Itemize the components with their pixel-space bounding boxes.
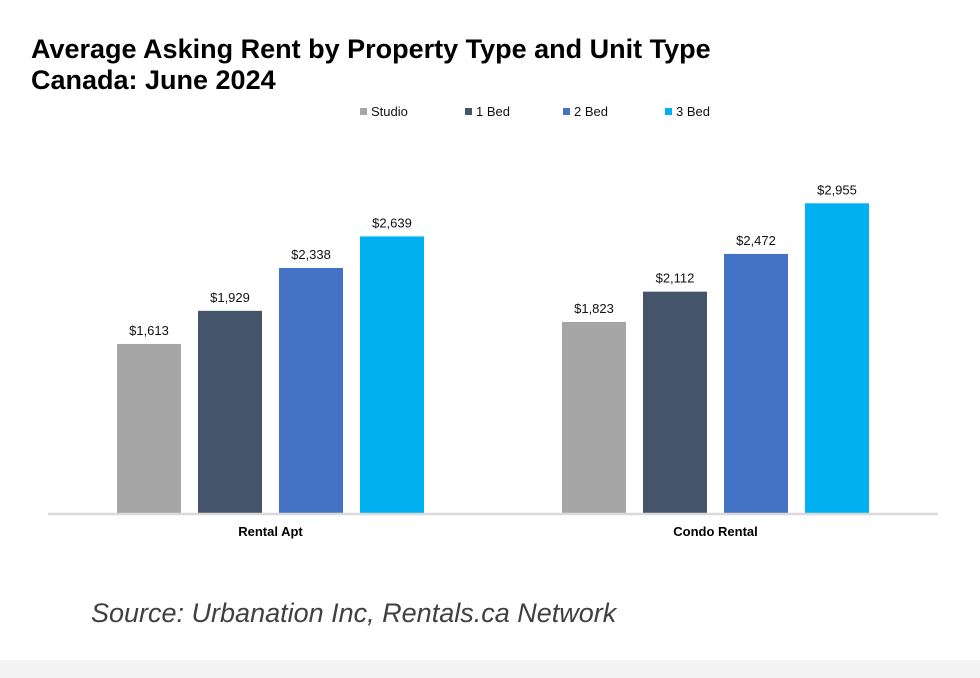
source-note: Source: Urbanation Inc, Rentals.ca Netwo…: [91, 598, 617, 628]
data-label-condo-rental-1-bed: $2,112: [656, 271, 695, 286]
chart-subtitle: Canada: June 2024: [31, 65, 276, 95]
legend-item-2-bed: 2 Bed: [563, 104, 608, 119]
bar-condo-rental-3-bed: [805, 203, 869, 514]
bar-condo-rental-1-bed: [643, 291, 707, 513]
footer-band: [0, 660, 980, 678]
legend-item-3-bed: 3 Bed: [665, 104, 710, 119]
category-label-condo-rental: Condo Rental: [673, 524, 758, 539]
chart-title: Average Asking Rent by Property Type and…: [31, 34, 711, 96]
data-label-rental-apt-3-bed: $2,639: [372, 215, 412, 230]
data-label-rental-apt-1-bed: $1,929: [210, 290, 250, 305]
legend-label-2-bed: 2 Bed: [574, 104, 608, 119]
chart-legend: Studio 1 Bed 2 Bed 3 Bed: [0, 104, 980, 122]
bar-rental-apt-2-bed: [279, 267, 343, 513]
legend-label-studio: Studio: [371, 104, 408, 119]
legend-item-1-bed: 1 Bed: [465, 104, 510, 119]
legend-item-studio: Studio: [360, 104, 408, 119]
bar-condo-rental-2-bed: [724, 253, 788, 514]
legend-swatch-3-bed: [665, 108, 672, 115]
legend-swatch-2-bed: [563, 108, 570, 115]
data-label-rental-apt-2-bed: $2,338: [291, 247, 331, 262]
data-label-rental-apt-studio: $1,613: [129, 323, 169, 338]
data-label-condo-rental-studio: $1,823: [574, 301, 614, 316]
bar-condo-rental-studio: [562, 321, 626, 513]
bar-rental-apt-1-bed: [198, 310, 262, 513]
legend-swatch-1-bed: [465, 108, 472, 115]
legend-label-1-bed: 1 Bed: [476, 104, 510, 119]
bar-rental-apt-studio: [117, 343, 181, 513]
legend-swatch-studio: [360, 108, 367, 115]
bar-rental-apt-3-bed: [360, 236, 424, 513]
category-label-rental-apt: Rental Apt: [238, 524, 303, 539]
legend-label-3-bed: 3 Bed: [676, 104, 710, 119]
data-label-condo-rental-3-bed: $2,955: [817, 182, 857, 197]
chart-title-line1: Average Asking Rent by Property Type and…: [31, 34, 711, 64]
data-label-condo-rental-2-bed: $2,472: [736, 233, 776, 248]
